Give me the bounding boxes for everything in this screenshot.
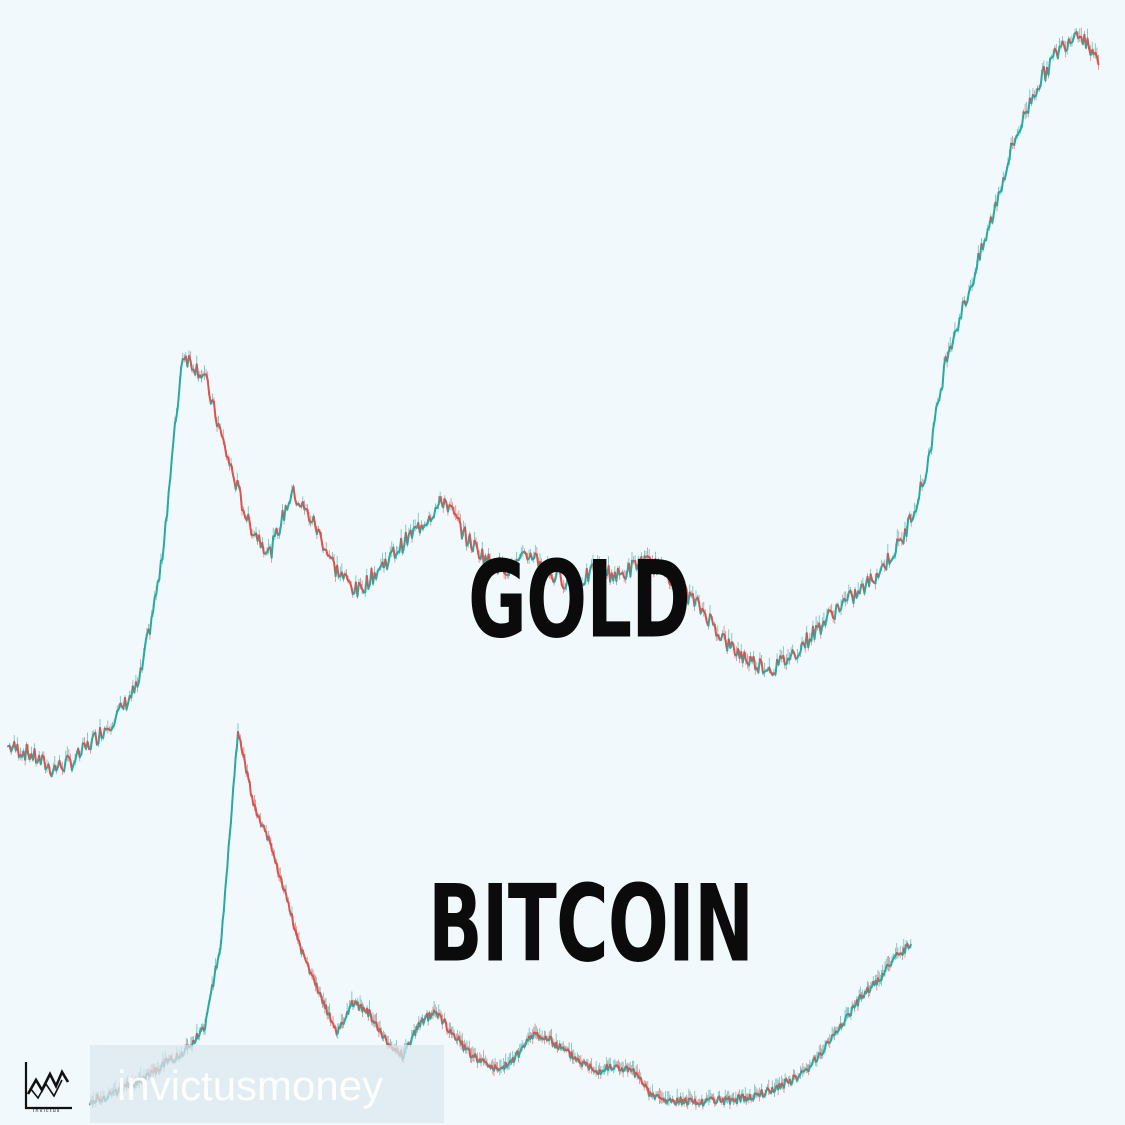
gold-candle — [938, 388, 942, 401]
gold-candle — [905, 517, 910, 538]
gold-candle — [155, 580, 159, 596]
gold-candle — [167, 477, 172, 493]
gold-candlestick-series — [7, 27, 1100, 778]
gold-candle — [1021, 111, 1025, 128]
bitcoin-candle — [220, 919, 224, 939]
gold-series-label: GOLD — [468, 538, 691, 662]
gold-candle — [1047, 57, 1052, 76]
bitcoin-candle — [226, 845, 230, 868]
gold-candle — [283, 505, 287, 522]
gold-candle — [178, 366, 183, 387]
gold-candle — [166, 490, 170, 517]
bitcoin-candle — [225, 865, 229, 880]
gold-candle — [163, 521, 167, 545]
gold-candle — [833, 604, 838, 620]
invictus-logo-icon — [24, 1062, 72, 1110]
gold-candle — [169, 457, 173, 480]
bitcoin-series-label: BITCOIN — [428, 862, 754, 986]
gold-candle — [170, 440, 175, 460]
gold-candle — [593, 566, 598, 579]
watermark-text: invictusmoney — [117, 1062, 384, 1109]
watermark-background — [90, 1045, 444, 1123]
gold-candle — [161, 542, 165, 561]
logo-caption: invictus — [33, 1108, 61, 1114]
